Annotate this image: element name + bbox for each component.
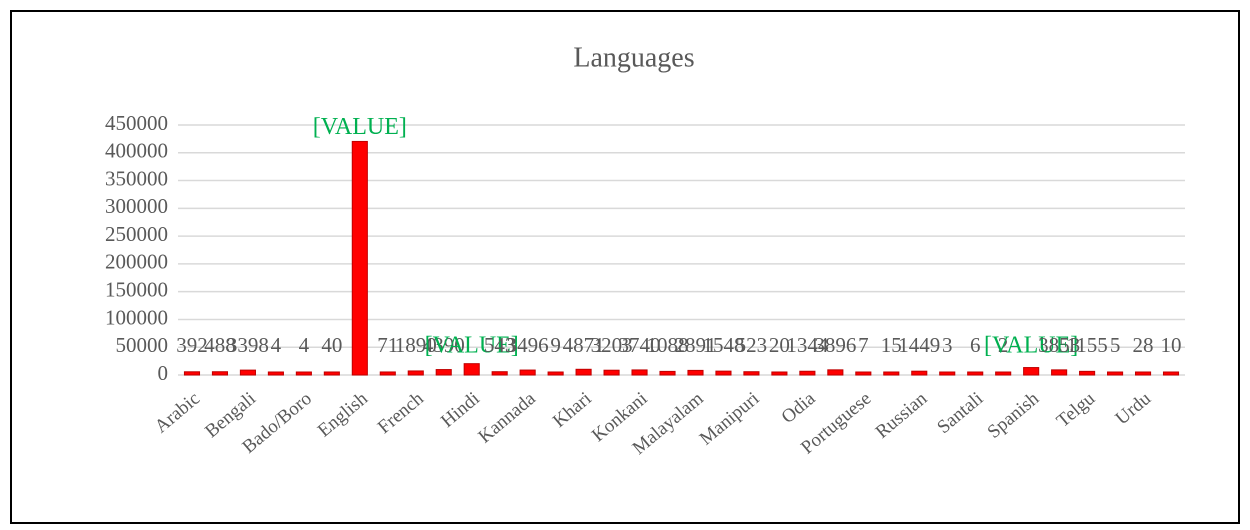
data-label: 5 (1110, 333, 1121, 357)
data-label: 4390 (423, 333, 465, 357)
bar (715, 370, 732, 376)
bar (211, 371, 229, 376)
data-label: 3398 (227, 333, 269, 357)
y-tick-label: 0 (158, 361, 169, 385)
bar (1162, 371, 1180, 376)
y-tick-label: 200000 (105, 250, 168, 274)
data-label: 392 (176, 333, 208, 357)
bar (603, 369, 620, 376)
data-label: 523 (736, 333, 768, 357)
bar (911, 370, 928, 376)
bar (575, 368, 592, 376)
bar (687, 369, 704, 376)
bar (1023, 367, 1040, 376)
bar (995, 371, 1012, 376)
data-label: 10 (1161, 333, 1182, 357)
data-label: 543 (484, 333, 516, 357)
bar (323, 371, 340, 376)
bar (883, 371, 900, 376)
data-label: 4 (299, 333, 310, 357)
data-label: 1344 (786, 333, 829, 357)
bar (855, 371, 872, 376)
y-tick-label: 50000 (116, 333, 169, 357)
data-label: 40 (321, 333, 342, 357)
bar (491, 371, 508, 376)
bar (939, 371, 956, 376)
data-label: 9 (550, 333, 561, 357)
bar (967, 371, 984, 376)
data-label: [VALUE] (984, 333, 1078, 359)
data-label: 20 (769, 333, 790, 357)
data-label: 1449 (898, 333, 940, 357)
y-tick-label: 250000 (105, 222, 168, 246)
data-label: 71 (377, 333, 398, 357)
bar (295, 371, 312, 376)
y-tick-label: 350000 (105, 166, 168, 190)
bar (379, 371, 396, 376)
bar (771, 371, 788, 376)
data-label: 1890 (395, 333, 437, 357)
data-label: 3496 (507, 333, 549, 357)
bar (435, 369, 452, 376)
bar (267, 371, 284, 376)
chart-title: Languages (573, 42, 694, 73)
bar (1079, 370, 1096, 376)
data-label: 2891 (674, 333, 716, 357)
y-tick-label: 100000 (105, 305, 168, 329)
y-tick-label: 450000 (105, 111, 168, 135)
data-label: [VALUE] (313, 114, 407, 140)
bar (407, 370, 424, 376)
bar (183, 371, 201, 376)
bar (547, 371, 564, 376)
bar (743, 371, 760, 376)
data-label: 3 (942, 333, 953, 357)
data-label: 3896 (814, 333, 856, 357)
data-label: 1155 (1066, 333, 1107, 357)
bar (351, 140, 368, 376)
data-label: 15 (881, 333, 902, 357)
y-tick-label: 150000 (105, 277, 168, 301)
data-label: 4871 (563, 333, 605, 357)
y-tick-label: 300000 (105, 194, 168, 218)
data-label: 7 (858, 333, 869, 357)
bar (1107, 371, 1124, 376)
data-label: 6 (970, 333, 981, 357)
y-tick-label: 400000 (105, 139, 168, 163)
data-label: 1548 (702, 333, 744, 357)
bar (631, 369, 648, 376)
bar (827, 369, 844, 376)
data-label: 488 (204, 333, 236, 357)
data-label: 28 (1133, 333, 1154, 357)
data-label: 3853 (1038, 333, 1080, 357)
data-label: [VALUE] (425, 333, 519, 359)
data-label: 4 (271, 333, 282, 357)
data-label: 3203 (591, 333, 633, 357)
bar (463, 363, 480, 376)
bar (1051, 369, 1068, 376)
bar (1134, 371, 1152, 376)
data-label: 3740 (619, 333, 661, 357)
bar (659, 370, 676, 376)
data-label: 2 (998, 333, 1009, 357)
bar (239, 369, 256, 376)
chart-frame (10, 10, 1240, 524)
data-label: 1088 (647, 333, 689, 357)
bar (519, 369, 536, 376)
bar (799, 370, 816, 376)
